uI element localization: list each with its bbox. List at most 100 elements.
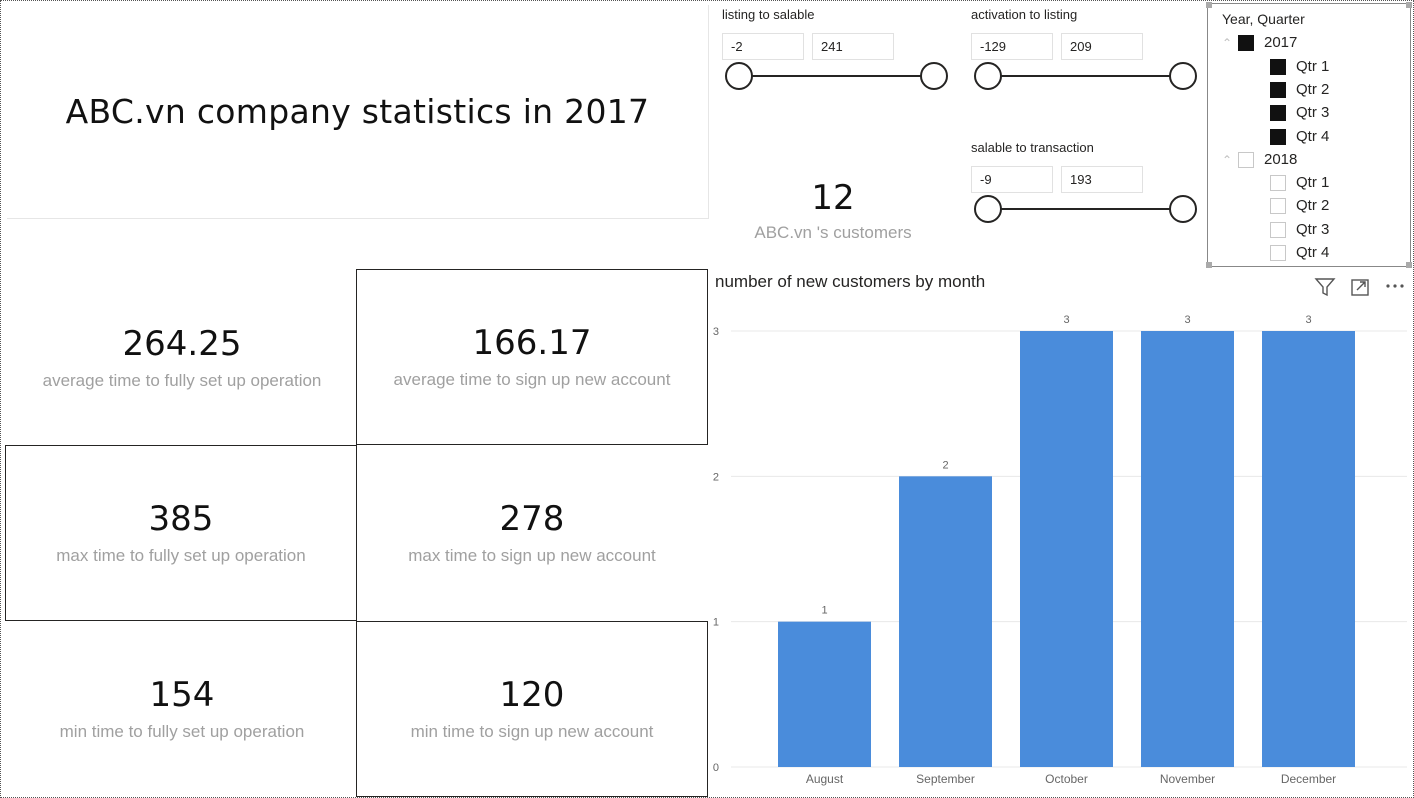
tree-item-label: 2018 [1264, 151, 1298, 168]
bar[interactable] [778, 621, 871, 767]
title-textbox: ABC.vn company statistics in 2017 [7, 5, 709, 219]
checkbox[interactable] [1270, 58, 1286, 75]
checkbox[interactable] [1238, 34, 1254, 51]
tree-item-2018-q4[interactable]: Qtr 4 [1270, 244, 1329, 261]
checkbox[interactable] [1270, 221, 1286, 238]
kpi-label: min time to fully set up operation [59, 721, 305, 741]
checkbox[interactable] [1270, 174, 1286, 191]
kpi-label: max time to sign up new account [408, 545, 656, 565]
kpi-value: 278 [499, 499, 565, 540]
kpi-card-customers[interactable]: 12 ABC.vn 's customers [721, 161, 945, 261]
checkbox[interactable] [1270, 128, 1286, 145]
slider-max-handle[interactable] [1169, 195, 1197, 223]
tree-item-2018-q1[interactable]: Qtr 1 [1270, 174, 1329, 191]
kpi-value: 166.17 [472, 323, 592, 364]
slider-max-handle[interactable] [920, 62, 948, 90]
x-tick-label: November [1160, 772, 1215, 786]
y-tick-label: 1 [713, 617, 719, 629]
bar[interactable] [1141, 331, 1234, 767]
slider-track[interactable] [988, 208, 1182, 210]
kpi-label: average time to sign up new account [393, 369, 671, 389]
tree-item-2017-q3[interactable]: Qtr 3 [1270, 104, 1329, 121]
tree-item-label: Qtr 4 [1296, 244, 1330, 261]
data-label: 3 [1063, 314, 1069, 326]
slicer-listing-to-salable: listing to salable -2 241 [722, 7, 952, 99]
slicer-min-input[interactable]: -2 [722, 33, 804, 60]
chevron-up-icon[interactable]: ⌃ [1222, 152, 1233, 167]
slicer-title: listing to salable [722, 7, 815, 22]
slicer-min-input[interactable]: -129 [971, 33, 1053, 60]
tree-item-2018[interactable]: ⌃ 2018 [1222, 151, 1297, 168]
tree-item-2018-q2[interactable]: Qtr 2 [1270, 197, 1329, 214]
slicer-min-input[interactable]: -9 [971, 166, 1053, 193]
slicer-title: activation to listing [971, 7, 1078, 22]
slider-min-handle[interactable] [974, 195, 1002, 223]
y-tick-label: 3 [713, 326, 719, 338]
kpi-value: 12 [811, 178, 855, 219]
kpi-card-max-setup[interactable]: 385 max time to fully set up operation [5, 445, 357, 621]
kpi-value: 120 [499, 675, 565, 716]
slicer-title: Year, Quarter [1222, 11, 1305, 27]
kpi-label: max time to fully set up operation [56, 545, 306, 565]
x-tick-label: August [806, 772, 844, 786]
more-options-icon[interactable] [1384, 276, 1406, 298]
chevron-up-icon[interactable]: ⌃ [1222, 35, 1233, 50]
kpi-value: 385 [148, 499, 214, 540]
tree-item-2017-q4[interactable]: Qtr 4 [1270, 128, 1329, 145]
tree-item-2017-q1[interactable]: Qtr 1 [1270, 58, 1329, 75]
checkbox[interactable] [1270, 104, 1286, 121]
data-label: 3 [1305, 314, 1311, 326]
data-label: 1 [821, 605, 827, 617]
x-tick-label: September [916, 772, 975, 786]
checkbox[interactable] [1238, 151, 1254, 168]
checkbox[interactable] [1270, 244, 1286, 261]
slicer-title: salable to transaction [971, 140, 1094, 155]
tree-item-label: Qtr 2 [1296, 197, 1330, 214]
tree-item-2018-q3[interactable]: Qtr 3 [1270, 221, 1329, 238]
tree-item-label: Qtr 3 [1296, 104, 1330, 121]
kpi-card-max-signup[interactable]: 278 max time to sign up new account [357, 445, 707, 621]
bar[interactable] [1020, 331, 1113, 767]
filter-icon[interactable] [1314, 276, 1336, 298]
tree-item-label: Qtr 1 [1296, 174, 1330, 191]
slicer-salable-to-transaction: salable to transaction -9 193 [971, 140, 1201, 232]
slicer-max-input[interactable]: 193 [1061, 166, 1143, 193]
slider-track[interactable] [739, 75, 933, 77]
slider-min-handle[interactable] [974, 62, 1002, 90]
kpi-card-min-setup[interactable]: 154 min time to fully set up operation [7, 621, 357, 797]
kpi-card-avg-setup[interactable]: 264.25 average time to fully set up oper… [7, 271, 357, 445]
data-labels: 1 2 3 3 3 [821, 314, 1311, 617]
slicer-max-input[interactable]: 241 [812, 33, 894, 60]
year-quarter-slicer: Year, Quarter ⌃ 2017 Qtr 1 Qtr 2 Qtr 3 Q… [1206, 2, 1412, 268]
bar[interactable] [1262, 331, 1355, 767]
tree-item-label: Qtr 1 [1296, 58, 1330, 75]
kpi-label: min time to sign up new account [410, 721, 654, 741]
x-tick-label: December [1281, 772, 1336, 786]
tree-item-2017-q2[interactable]: Qtr 2 [1270, 81, 1329, 98]
kpi-value: 264.25 [122, 324, 242, 365]
x-tick-label: October [1045, 772, 1088, 786]
slicer-max-input[interactable]: 209 [1061, 33, 1143, 60]
slider-max-handle[interactable] [1169, 62, 1197, 90]
slider-min-handle[interactable] [725, 62, 753, 90]
data-label: 2 [942, 459, 948, 471]
y-tick-label: 2 [713, 471, 719, 483]
checkbox[interactable] [1270, 81, 1286, 98]
y-tick-label: 0 [713, 762, 719, 774]
kpi-card-avg-signup[interactable]: 166.17 average time to sign up new accou… [356, 269, 708, 445]
data-label: 3 [1184, 314, 1190, 326]
tree-item-label: 2017 [1264, 34, 1298, 51]
chart-bars [778, 331, 1355, 767]
tree-item-label: Qtr 3 [1296, 221, 1330, 238]
kpi-card-min-signup[interactable]: 120 min time to sign up new account [356, 621, 708, 797]
bar-chart: 0 1 2 3 1 2 3 3 3 August September October Novembe… [713, 314, 1407, 786]
kpi-label: ABC.vn 's customers [754, 222, 912, 242]
checkbox[interactable] [1270, 197, 1286, 214]
slider-track[interactable] [988, 75, 1182, 77]
bar[interactable] [899, 476, 992, 767]
focus-mode-icon[interactable] [1349, 276, 1371, 298]
tree-item-label: Qtr 4 [1296, 128, 1330, 145]
y-axis: 0 1 2 3 [713, 326, 719, 774]
tree-item-2017[interactable]: ⌃ 2017 [1222, 34, 1297, 51]
